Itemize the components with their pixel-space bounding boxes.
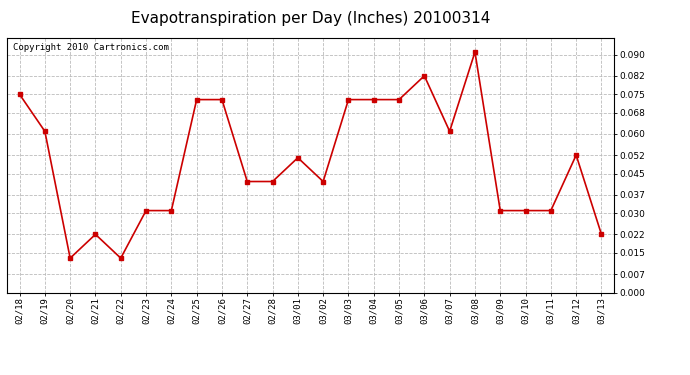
Text: Evapotranspiration per Day (Inches) 20100314: Evapotranspiration per Day (Inches) 2010… [131,11,490,26]
Text: Copyright 2010 Cartronics.com: Copyright 2010 Cartronics.com [13,43,169,52]
